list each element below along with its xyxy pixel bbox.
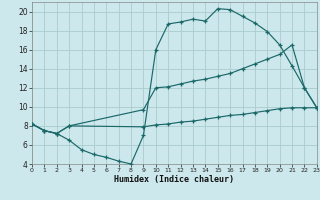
X-axis label: Humidex (Indice chaleur): Humidex (Indice chaleur) [115,175,234,184]
